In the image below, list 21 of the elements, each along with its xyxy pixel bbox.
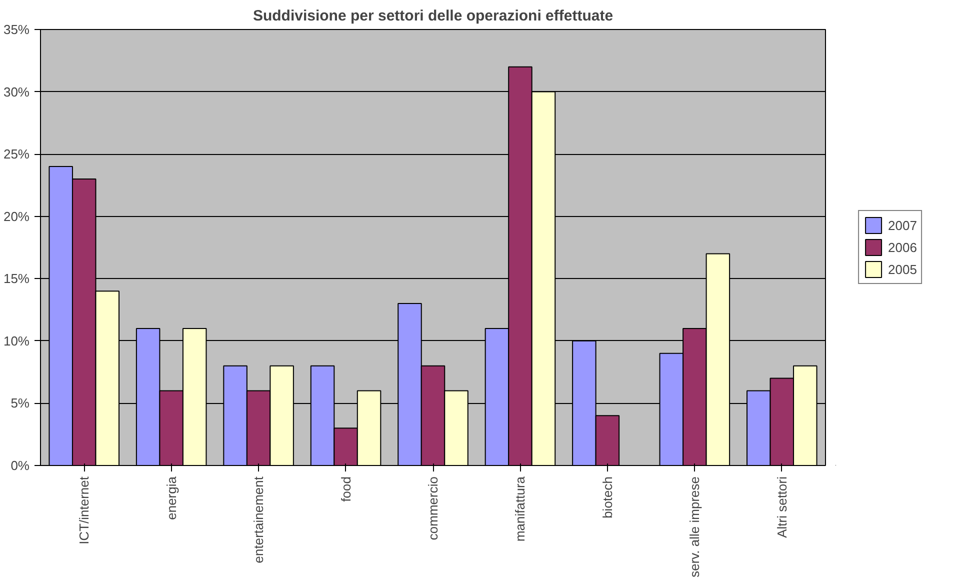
- chart-title: Suddivisione per settori delle operazioni effettuate: [252, 8, 614, 24]
- legend-label: 2006: [888, 240, 917, 254]
- y-tick-label: 5%: [10, 396, 30, 411]
- x-tick-label: serv. alle imprese: [687, 476, 702, 578]
- y-tick-label: 0%: [10, 458, 30, 473]
- y-tick-label: 30%: [3, 84, 30, 100]
- legend-label: 2007: [888, 218, 917, 232]
- y-tick-label: 25%: [3, 146, 30, 162]
- x-tick-label: entertainement: [251, 476, 266, 564]
- x-tick-label: ICT/internet: [76, 476, 92, 544]
- legend-label: 2005: [888, 262, 917, 276]
- y-tick-label: 15%: [3, 271, 30, 286]
- x-tick-label: food: [338, 476, 354, 502]
- x-tick-label: biotech: [600, 476, 615, 518]
- x-tick-label: manifattura: [512, 476, 528, 542]
- y-tick-label: 35%: [3, 22, 30, 37]
- y-tick-label: 10%: [3, 333, 30, 348]
- x-tick-label: energia: [164, 476, 179, 520]
- y-tick-label: 20%: [3, 208, 30, 224]
- x-tick-label: Altri settori: [774, 476, 790, 538]
- x-tick-label: commercio: [426, 476, 440, 540]
